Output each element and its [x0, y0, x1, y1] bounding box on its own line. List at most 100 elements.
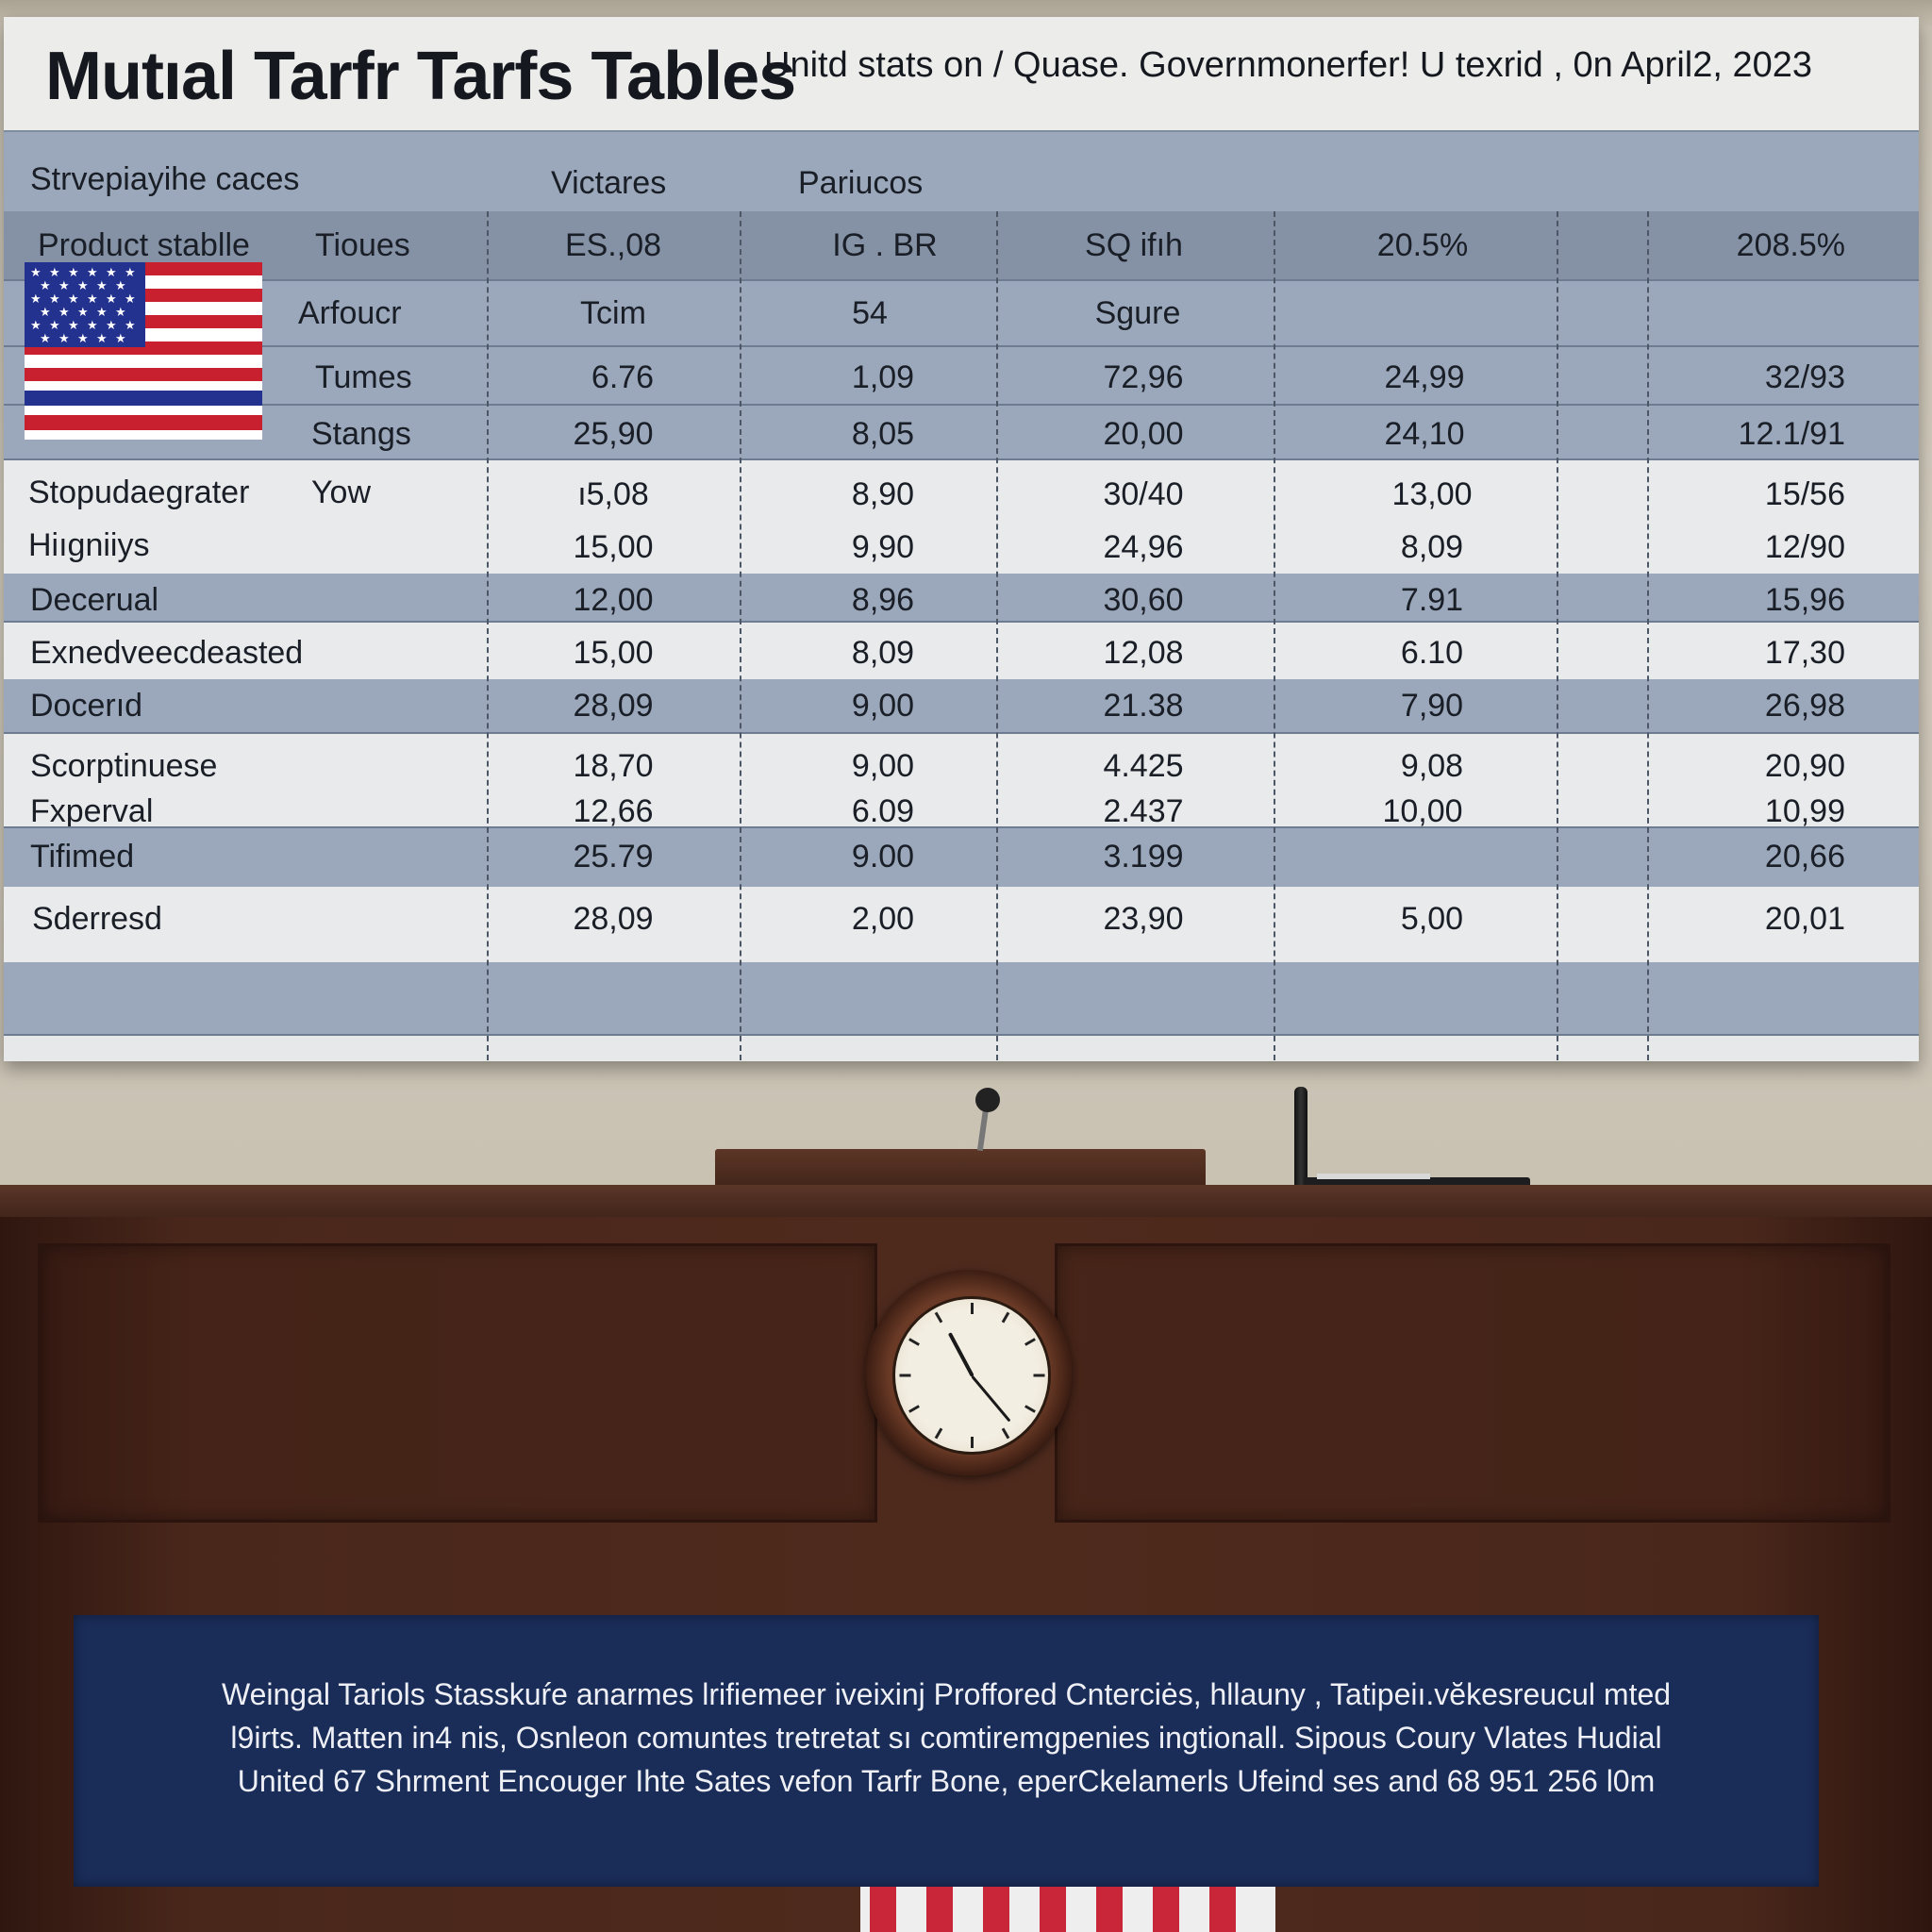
row-c2: 9.00	[851, 839, 915, 874]
row-c3: 12,08	[1103, 635, 1184, 671]
table-row: Exnedveecdeasted 15,00 8,09 12,08 6.10 1…	[4, 623, 1919, 679]
row-c1: 18,70	[573, 748, 654, 784]
row-c4: 5,00	[1400, 901, 1464, 937]
board-title: Mutıal Tarfr Tarfs Tables	[45, 39, 796, 114]
star-icon: ★	[87, 318, 98, 332]
row-c3: 2.437	[1103, 793, 1184, 829]
clock-tick	[1024, 1338, 1036, 1346]
row-c4: 13,00	[1391, 476, 1473, 512]
row-c1: 28,09	[573, 901, 654, 937]
row-c2: 8,05	[851, 416, 915, 452]
header-col-1: Strvepiayihe caces	[30, 161, 300, 197]
star-icon: ★	[96, 278, 108, 292]
row-c5: 15/56	[1764, 476, 1845, 512]
subheader-label-b: Tioues	[315, 227, 410, 263]
row-c3: 21.38	[1103, 688, 1184, 724]
star-icon: ★	[49, 265, 60, 279]
star-icon: ★	[115, 278, 126, 292]
row-c5: 32/93	[1764, 359, 1845, 395]
column-divider	[1647, 211, 1649, 1060]
clock-minute-hand	[971, 1375, 1011, 1423]
subheader-c2: IG . BR	[832, 227, 938, 263]
star-icon: ★	[68, 318, 79, 332]
row-c5: 15,96	[1764, 582, 1845, 618]
row-c5: 12/90	[1764, 529, 1845, 565]
row-label: Tifimed	[30, 839, 135, 874]
row-c1: ı5,08	[577, 476, 649, 512]
row-c4: 9,08	[1400, 748, 1464, 784]
star-icon: ★	[77, 305, 89, 319]
row-c4: 7,90	[1400, 688, 1464, 724]
row-c2: 8,96	[851, 582, 915, 618]
clock-tick	[1033, 1374, 1045, 1377]
star-icon: ★	[40, 331, 51, 345]
row-c1: 6.76	[591, 359, 655, 395]
row-c5: 10,99	[1764, 793, 1845, 829]
row-label: Hiıgniiys	[28, 527, 150, 563]
table-row: Tumes 6.76 1,09 72,96 24,99 32/93	[4, 347, 1919, 406]
row-c4: 10,00	[1382, 793, 1463, 829]
clock-tick	[908, 1338, 920, 1346]
star-icon: ★	[96, 305, 108, 319]
banner-line-2: l9irts. Matten in4 nis, Osnleon comuntes…	[230, 1721, 1662, 1755]
row-c1: 15,00	[573, 635, 654, 671]
star-icon: ★	[30, 265, 42, 279]
row-label: Exnedveecdeasted	[30, 635, 304, 671]
clock-tick	[934, 1311, 943, 1324]
row-c3: Sgure	[1094, 295, 1181, 331]
row-c2: 8,90	[851, 476, 915, 512]
clock-tick	[1001, 1427, 1010, 1440]
star-icon: ★	[30, 318, 42, 332]
clock-tick	[899, 1374, 911, 1377]
empty-row	[4, 962, 1919, 1036]
clock-tick	[908, 1405, 920, 1413]
table-row: Decerual 12,00 8,96 30,60 7.91 15,96	[4, 574, 1919, 623]
podium-panel-right	[1055, 1243, 1890, 1523]
row-c5: 20,66	[1764, 839, 1845, 874]
star-icon: ★	[125, 318, 136, 332]
row-c3: 23,90	[1103, 901, 1184, 937]
star-icon: ★	[125, 265, 136, 279]
table-subheader-row: Product stablle Tioues ES.,08 IG . BR SQ…	[4, 211, 1919, 281]
row-c4: 8,09	[1400, 529, 1464, 565]
star-icon: ★	[115, 305, 126, 319]
row-c2: 9,00	[851, 688, 915, 724]
row-c5: 17,30	[1764, 635, 1845, 671]
subheader-c1: ES.,08	[564, 227, 662, 263]
row-c4: 24,10	[1384, 416, 1465, 452]
flag-canton: ★ ★ ★ ★ ★ ★ ★ ★ ★ ★ ★ ★ ★ ★ ★ ★ ★ ★ ★ ★ ★ ★ ★ ★ ★ ★ ★ ★ ★ ★ ★ ★ ★	[25, 262, 145, 347]
star-icon: ★	[77, 278, 89, 292]
row-c2: 1,09	[851, 359, 915, 395]
row-c1: 15,00	[573, 529, 654, 565]
star-icon: ★	[96, 331, 108, 345]
row-c5: 20,01	[1764, 901, 1845, 937]
paper-sheet	[1317, 1174, 1430, 1179]
row-label: Tumes	[315, 359, 412, 395]
caption-banner: Weingal Tariols Stasskuŕe anarmes lrifie…	[74, 1615, 1819, 1887]
table-row: Tifimed 25.79 9.00 3.199 20,66	[4, 826, 1919, 889]
star-icon: ★	[49, 291, 60, 306]
row-c2: 2,00	[851, 901, 915, 937]
board-subtitle: Unitd stats on / Quase. Governmonerfer! …	[764, 45, 1812, 85]
row-c2: 6.09	[851, 793, 915, 829]
star-icon: ★	[106, 291, 117, 306]
column-divider	[487, 211, 489, 1060]
subheader-c5: 208.5%	[1736, 227, 1845, 263]
clock-tick	[934, 1427, 943, 1440]
column-divider	[740, 211, 741, 1060]
table-row: Arfoucr Tcim 54 Sgure	[4, 281, 1919, 347]
table-row: Stangs 25,90 8,05 20,00 24,10 12.1/91	[4, 406, 1919, 460]
row-c1: 25,90	[573, 416, 654, 452]
row-label: Stopudaegrater	[28, 475, 250, 510]
column-divider	[1274, 211, 1275, 1060]
clock-tick	[971, 1437, 974, 1448]
row-c4: 7.91	[1400, 582, 1464, 618]
row-label: Scorptinuese	[30, 748, 218, 784]
table-row-group: Stopudaegrater Yow ı5,08 8,90 30/40 13,0…	[4, 460, 1919, 574]
row-c3: 3.199	[1103, 839, 1184, 874]
row-c3: 30,60	[1103, 582, 1184, 618]
star-icon: ★	[106, 265, 117, 279]
table-row-group: Scorptinuese 18,70 9,00 4.425 9,08 20,90…	[4, 734, 1919, 843]
star-icon: ★	[40, 278, 51, 292]
row-c3: 24,96	[1103, 529, 1184, 565]
